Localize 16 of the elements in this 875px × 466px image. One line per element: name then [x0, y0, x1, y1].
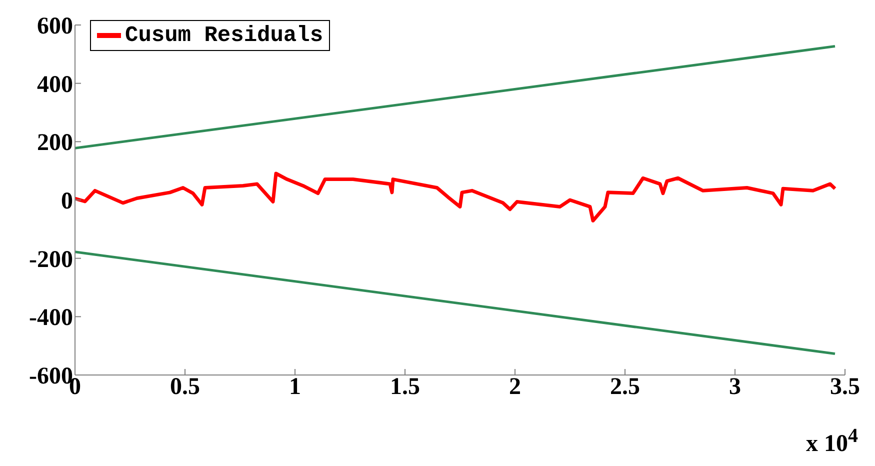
line-series — [75, 172, 837, 222]
text: x 10$^{4}$ — [806, 425, 858, 458]
x-tick-label: 2.5 — [610, 374, 640, 400]
y-tick-label: -200 — [29, 246, 73, 273]
x-tick-label: 3.5 — [830, 374, 860, 400]
x-tick-label: 3 — [729, 374, 741, 400]
x-tick-label: 1 — [289, 374, 301, 400]
y-tick-label: 0 — [61, 188, 73, 215]
y-tick-label: 600 — [37, 14, 73, 40]
y-tick-label: 200 — [37, 130, 73, 156]
x-tick-label: 0.5 — [170, 374, 200, 400]
x-tick-label: 1.5 — [390, 374, 420, 400]
y-tick-label: 400 — [37, 72, 73, 98]
y-tick-label: -400 — [29, 305, 73, 332]
legend-label: Cusum Residuals — [125, 23, 324, 48]
x-tick-label: 2 — [509, 374, 521, 400]
